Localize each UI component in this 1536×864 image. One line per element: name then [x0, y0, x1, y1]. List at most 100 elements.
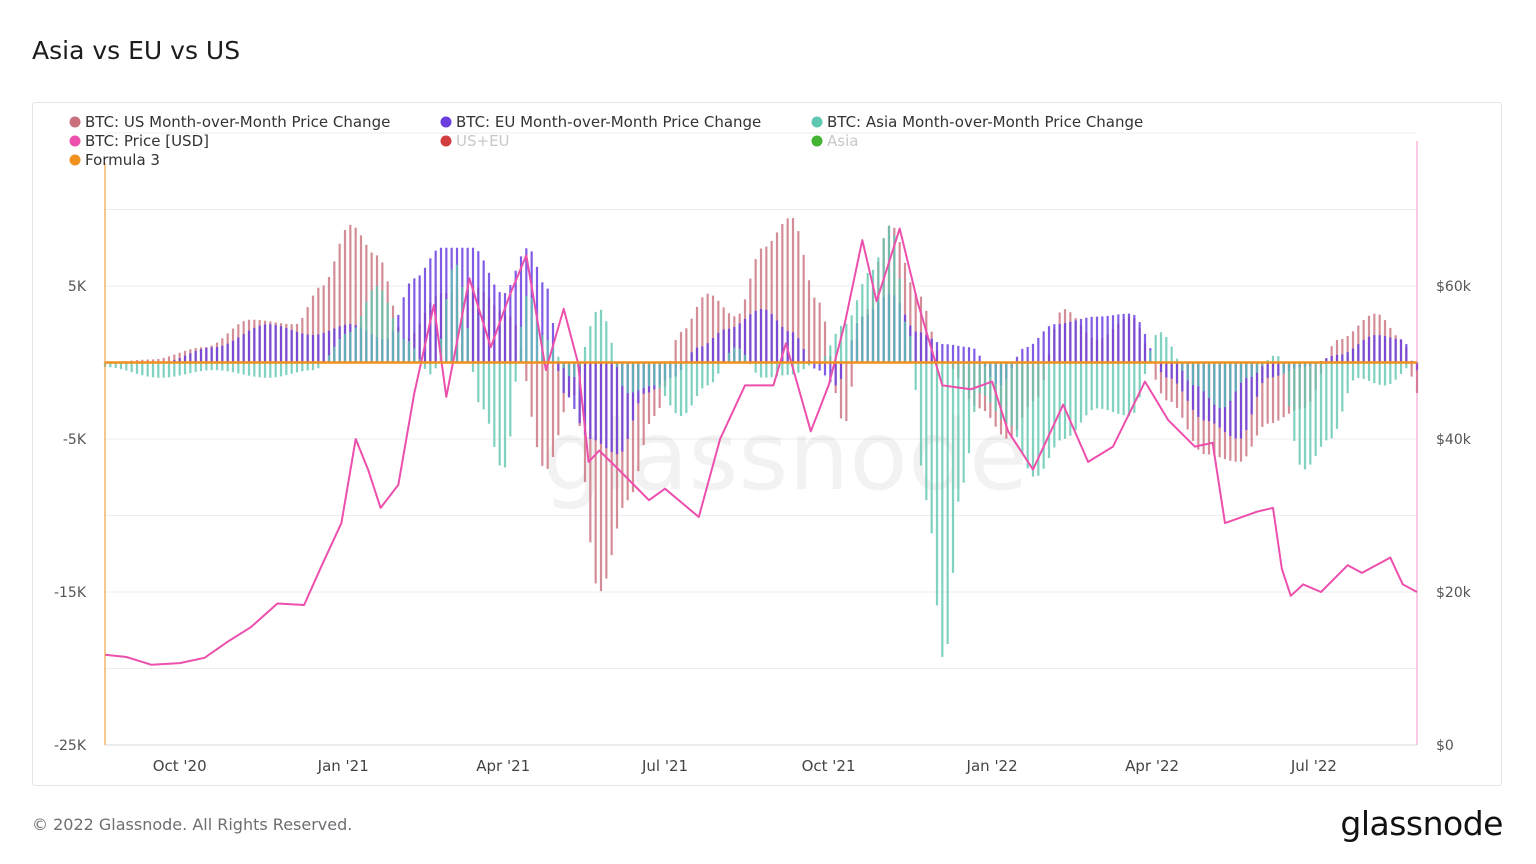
eu-bar — [242, 333, 245, 363]
us-bar — [178, 352, 181, 363]
us-bar — [605, 362, 608, 579]
legend-label: Formula 3 — [85, 151, 160, 169]
eu-bar — [583, 362, 587, 435]
asia-bar — [615, 362, 619, 368]
eu-bar — [621, 362, 624, 452]
asia-bar — [829, 345, 832, 363]
asia-bar — [450, 269, 453, 363]
eu-bar — [439, 247, 443, 363]
us-bar — [775, 232, 779, 363]
asia-bar — [935, 362, 939, 606]
eu-bar — [311, 334, 315, 363]
asia-bar — [1266, 359, 1269, 363]
us-bar — [359, 235, 363, 363]
asia-bar — [162, 362, 165, 378]
asia-bar — [802, 362, 805, 370]
us-bar — [1346, 336, 1349, 363]
x-tick-label: Jan '21 — [317, 757, 369, 775]
asia-bar — [1021, 362, 1024, 454]
asia-bar — [167, 362, 171, 378]
us-bar — [1159, 362, 1163, 394]
eu-bar — [1399, 339, 1403, 363]
us-bar — [679, 331, 683, 363]
asia-bar — [1282, 362, 1285, 374]
asia-bar — [1181, 362, 1184, 371]
us-bar — [535, 362, 539, 448]
eu-bar — [738, 323, 741, 363]
eu-bar — [434, 250, 437, 363]
asia-bar — [226, 362, 229, 372]
us-bar — [1170, 362, 1173, 402]
asia-bar — [205, 362, 208, 371]
asia-bar — [983, 362, 987, 396]
asia-bar — [1303, 362, 1307, 470]
asia-bar — [1245, 362, 1248, 379]
asia-bar — [866, 273, 869, 363]
eu-bar — [1031, 343, 1035, 363]
us-bar — [610, 362, 613, 556]
asia-bar — [786, 362, 789, 375]
asia-bar — [242, 362, 245, 375]
us-bar — [1271, 362, 1275, 423]
eu-bar — [1357, 344, 1360, 363]
asia-bar — [487, 362, 491, 424]
asia-bar — [877, 257, 880, 363]
eu-bar — [978, 355, 981, 363]
chart-svg: glassnode 5K -5K -15K -25K $60k $40k $20k $0 Oct… — [54, 113, 1472, 775]
eu-bar — [247, 330, 251, 363]
us-bar — [717, 300, 720, 363]
asia-bar — [530, 298, 533, 363]
glassnode-logo[interactable]: glassnode — [1340, 804, 1503, 843]
asia-bar — [1314, 362, 1317, 456]
eu-bar — [733, 326, 736, 363]
eu-bar — [173, 359, 176, 363]
us-bar — [818, 302, 821, 363]
asia-bar — [1149, 350, 1152, 363]
us-bar — [1261, 362, 1264, 427]
asia-bar — [893, 235, 896, 363]
asia-bar — [738, 348, 741, 363]
legend-marker — [69, 116, 81, 128]
us-bar — [642, 362, 645, 446]
asia-bar — [1175, 358, 1179, 363]
asia-bar — [221, 362, 224, 371]
legend-marker — [440, 116, 452, 128]
asia-bar — [119, 362, 123, 370]
y-right-tick-label: $20k — [1436, 585, 1472, 601]
asia-bar — [183, 362, 187, 375]
us-bar — [685, 328, 688, 363]
asia-bar — [173, 362, 176, 377]
asia-bar — [535, 316, 539, 363]
us-bar — [1351, 331, 1355, 363]
eu-bar — [418, 275, 421, 363]
us-bar — [909, 282, 912, 363]
asia-bar — [957, 362, 960, 502]
asia-bar — [418, 358, 421, 363]
asia-bar — [1250, 362, 1253, 377]
eu-bar — [322, 332, 325, 363]
eu-bar — [1239, 362, 1243, 439]
asia-bar — [551, 345, 555, 363]
eu-bar — [1335, 354, 1339, 363]
asia-bar — [386, 302, 389, 363]
eu-bar — [1362, 339, 1365, 363]
y-right-tick-label: $40k — [1436, 432, 1472, 448]
asia-bar — [1197, 362, 1200, 387]
x-tick-label: Oct '21 — [802, 757, 856, 775]
us-bar — [695, 306, 699, 363]
asia-bar — [1053, 362, 1056, 448]
asia-bar — [445, 299, 448, 363]
us-bar — [173, 354, 176, 363]
asia-bar — [1026, 362, 1029, 469]
page-title: Asia vs EU vs US — [32, 36, 241, 65]
asia-bar — [797, 362, 800, 373]
asia-bar — [1154, 335, 1157, 363]
eu-bar — [1090, 316, 1093, 363]
eu-bar — [722, 329, 725, 363]
asia-bar — [1351, 362, 1355, 381]
us-bar — [546, 362, 549, 469]
legend-marker — [811, 135, 823, 147]
asia-bar — [1010, 362, 1013, 427]
us-bar — [637, 362, 640, 472]
legend-marker — [69, 135, 81, 147]
